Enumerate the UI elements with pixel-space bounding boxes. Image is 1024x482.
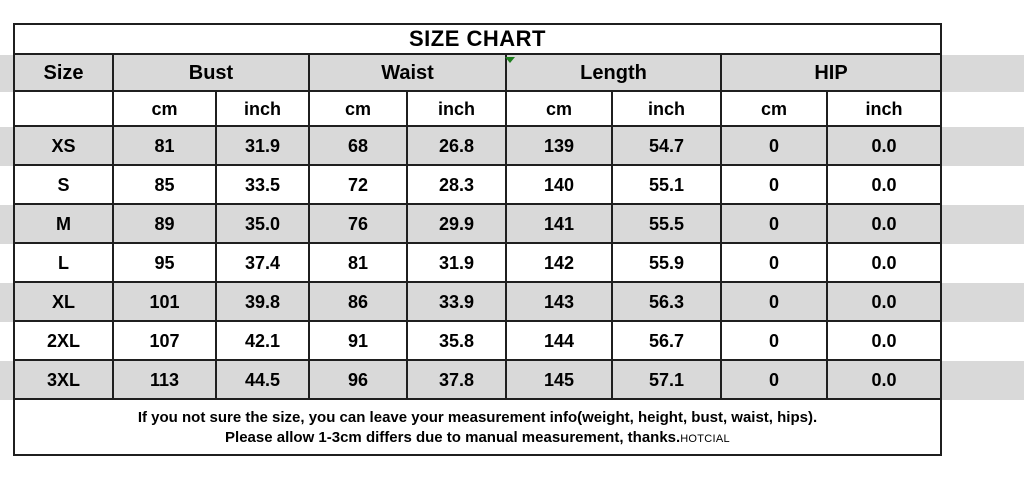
value-cell: 33.9 bbox=[408, 283, 507, 322]
value-cell: 107 bbox=[114, 322, 217, 361]
value-cell: 37.4 bbox=[217, 244, 310, 283]
value-cell: 72 bbox=[310, 166, 408, 205]
value-cell: 89 bbox=[114, 205, 217, 244]
value-cell: 39.8 bbox=[217, 283, 310, 322]
value-cell: 96 bbox=[310, 361, 408, 400]
size-cell: M bbox=[15, 205, 114, 244]
value-cell: 0 bbox=[722, 361, 828, 400]
value-cell: 91 bbox=[310, 322, 408, 361]
value-cell: 0.0 bbox=[828, 361, 942, 400]
value-cell: 0 bbox=[722, 127, 828, 166]
value-cell: 56.7 bbox=[613, 322, 722, 361]
value-cell: 76 bbox=[310, 205, 408, 244]
table-row-xl: XL 101 39.8 86 33.9 143 56.3 0 0.0 bbox=[0, 283, 1024, 322]
table-row-3xl: 3XL 113 44.5 96 37.8 145 57.1 0 0.0 bbox=[0, 361, 1024, 400]
footer-note-line2: Please allow 1-3cm differs due to manual… bbox=[225, 428, 681, 446]
page-title: SIZE CHART bbox=[15, 25, 942, 55]
size-cell: S bbox=[15, 166, 114, 205]
value-cell: 55.9 bbox=[613, 244, 722, 283]
value-cell: 145 bbox=[507, 361, 613, 400]
value-cell: 68 bbox=[310, 127, 408, 166]
value-cell: 0.0 bbox=[828, 322, 942, 361]
table-row-m: M 89 35.0 76 29.9 141 55.5 0 0.0 bbox=[0, 205, 1024, 244]
value-cell: 0.0 bbox=[828, 166, 942, 205]
value-cell: 0.0 bbox=[828, 244, 942, 283]
table-row-l: L 95 37.4 81 31.9 142 55.9 0 0.0 bbox=[0, 244, 1024, 283]
units-row: cm inch cm inch cm inch cm inch bbox=[0, 92, 1024, 127]
value-cell: 28.3 bbox=[408, 166, 507, 205]
value-cell: 0.0 bbox=[828, 205, 942, 244]
column-header-length: Length bbox=[507, 55, 722, 92]
value-cell: 26.8 bbox=[408, 127, 507, 166]
value-cell: 37.8 bbox=[408, 361, 507, 400]
unit-cell-hip-cm: cm bbox=[722, 92, 828, 127]
value-cell: 57.1 bbox=[613, 361, 722, 400]
value-cell: 31.9 bbox=[408, 244, 507, 283]
unit-cell-bust-inch: inch bbox=[217, 92, 310, 127]
column-header-waist: Waist bbox=[310, 55, 507, 92]
size-cell: 2XL bbox=[15, 322, 114, 361]
size-cell: XS bbox=[15, 127, 114, 166]
units-empty-cell bbox=[15, 92, 114, 127]
value-cell: 29.9 bbox=[408, 205, 507, 244]
unit-cell-length-cm: cm bbox=[507, 92, 613, 127]
column-header-hip: HIP bbox=[722, 55, 942, 92]
value-cell: 56.3 bbox=[613, 283, 722, 322]
value-cell: 140 bbox=[507, 166, 613, 205]
table-row-xs: XS 81 31.9 68 26.8 139 54.7 0 0.0 bbox=[0, 127, 1024, 166]
value-cell: 143 bbox=[507, 283, 613, 322]
value-cell: 81 bbox=[114, 127, 217, 166]
comment-marker-icon bbox=[505, 57, 515, 63]
title-row: SIZE CHART bbox=[0, 23, 1024, 55]
value-cell: 85 bbox=[114, 166, 217, 205]
unit-cell-length-inch: inch bbox=[613, 92, 722, 127]
table-row-s: S 85 33.5 72 28.3 140 55.1 0 0.0 bbox=[0, 166, 1024, 205]
brand-name: HOTCIAL bbox=[680, 432, 730, 445]
value-cell: 35.8 bbox=[408, 322, 507, 361]
value-cell: 141 bbox=[507, 205, 613, 244]
size-cell: XL bbox=[15, 283, 114, 322]
value-cell: 139 bbox=[507, 127, 613, 166]
value-cell: 144 bbox=[507, 322, 613, 361]
unit-cell-waist-inch: inch bbox=[408, 92, 507, 127]
value-cell: 101 bbox=[114, 283, 217, 322]
value-cell: 142 bbox=[507, 244, 613, 283]
column-header-size: Size bbox=[15, 55, 114, 92]
top-margin bbox=[0, 0, 1024, 23]
value-cell: 0 bbox=[722, 205, 828, 244]
value-cell: 55.1 bbox=[613, 166, 722, 205]
unit-cell-waist-cm: cm bbox=[310, 92, 408, 127]
footer-note-line2-wrap: Please allow 1-3cm differs due to manual… bbox=[225, 430, 730, 445]
value-cell: 54.7 bbox=[613, 127, 722, 166]
value-cell: 95 bbox=[114, 244, 217, 283]
size-cell: L bbox=[15, 244, 114, 283]
bottom-margin bbox=[0, 456, 1024, 482]
value-cell: 0 bbox=[722, 322, 828, 361]
value-cell: 0 bbox=[722, 283, 828, 322]
value-cell: 42.1 bbox=[217, 322, 310, 361]
unit-cell-hip-inch: inch bbox=[828, 92, 942, 127]
size-cell: 3XL bbox=[15, 361, 114, 400]
value-cell: 0.0 bbox=[828, 127, 942, 166]
value-cell: 44.5 bbox=[217, 361, 310, 400]
column-header-bust: Bust bbox=[114, 55, 310, 92]
value-cell: 113 bbox=[114, 361, 217, 400]
value-cell: 33.5 bbox=[217, 166, 310, 205]
footer-note-line1: If you not sure the size, you can leave … bbox=[137, 408, 818, 426]
value-cell: 0.0 bbox=[828, 283, 942, 322]
table-row-2xl: 2XL 107 42.1 91 35.8 144 56.7 0 0.0 bbox=[0, 322, 1024, 361]
value-cell: 31.9 bbox=[217, 127, 310, 166]
value-cell: 81 bbox=[310, 244, 408, 283]
footer-row: If you not sure the size, you can leave … bbox=[0, 400, 1024, 456]
value-cell: 0 bbox=[722, 166, 828, 205]
value-cell: 0 bbox=[722, 244, 828, 283]
value-cell: 35.0 bbox=[217, 205, 310, 244]
unit-cell-bust-cm: cm bbox=[114, 92, 217, 127]
footer-note: If you not sure the size, you can leave … bbox=[15, 400, 942, 456]
value-cell: 55.5 bbox=[613, 205, 722, 244]
value-cell: 86 bbox=[310, 283, 408, 322]
